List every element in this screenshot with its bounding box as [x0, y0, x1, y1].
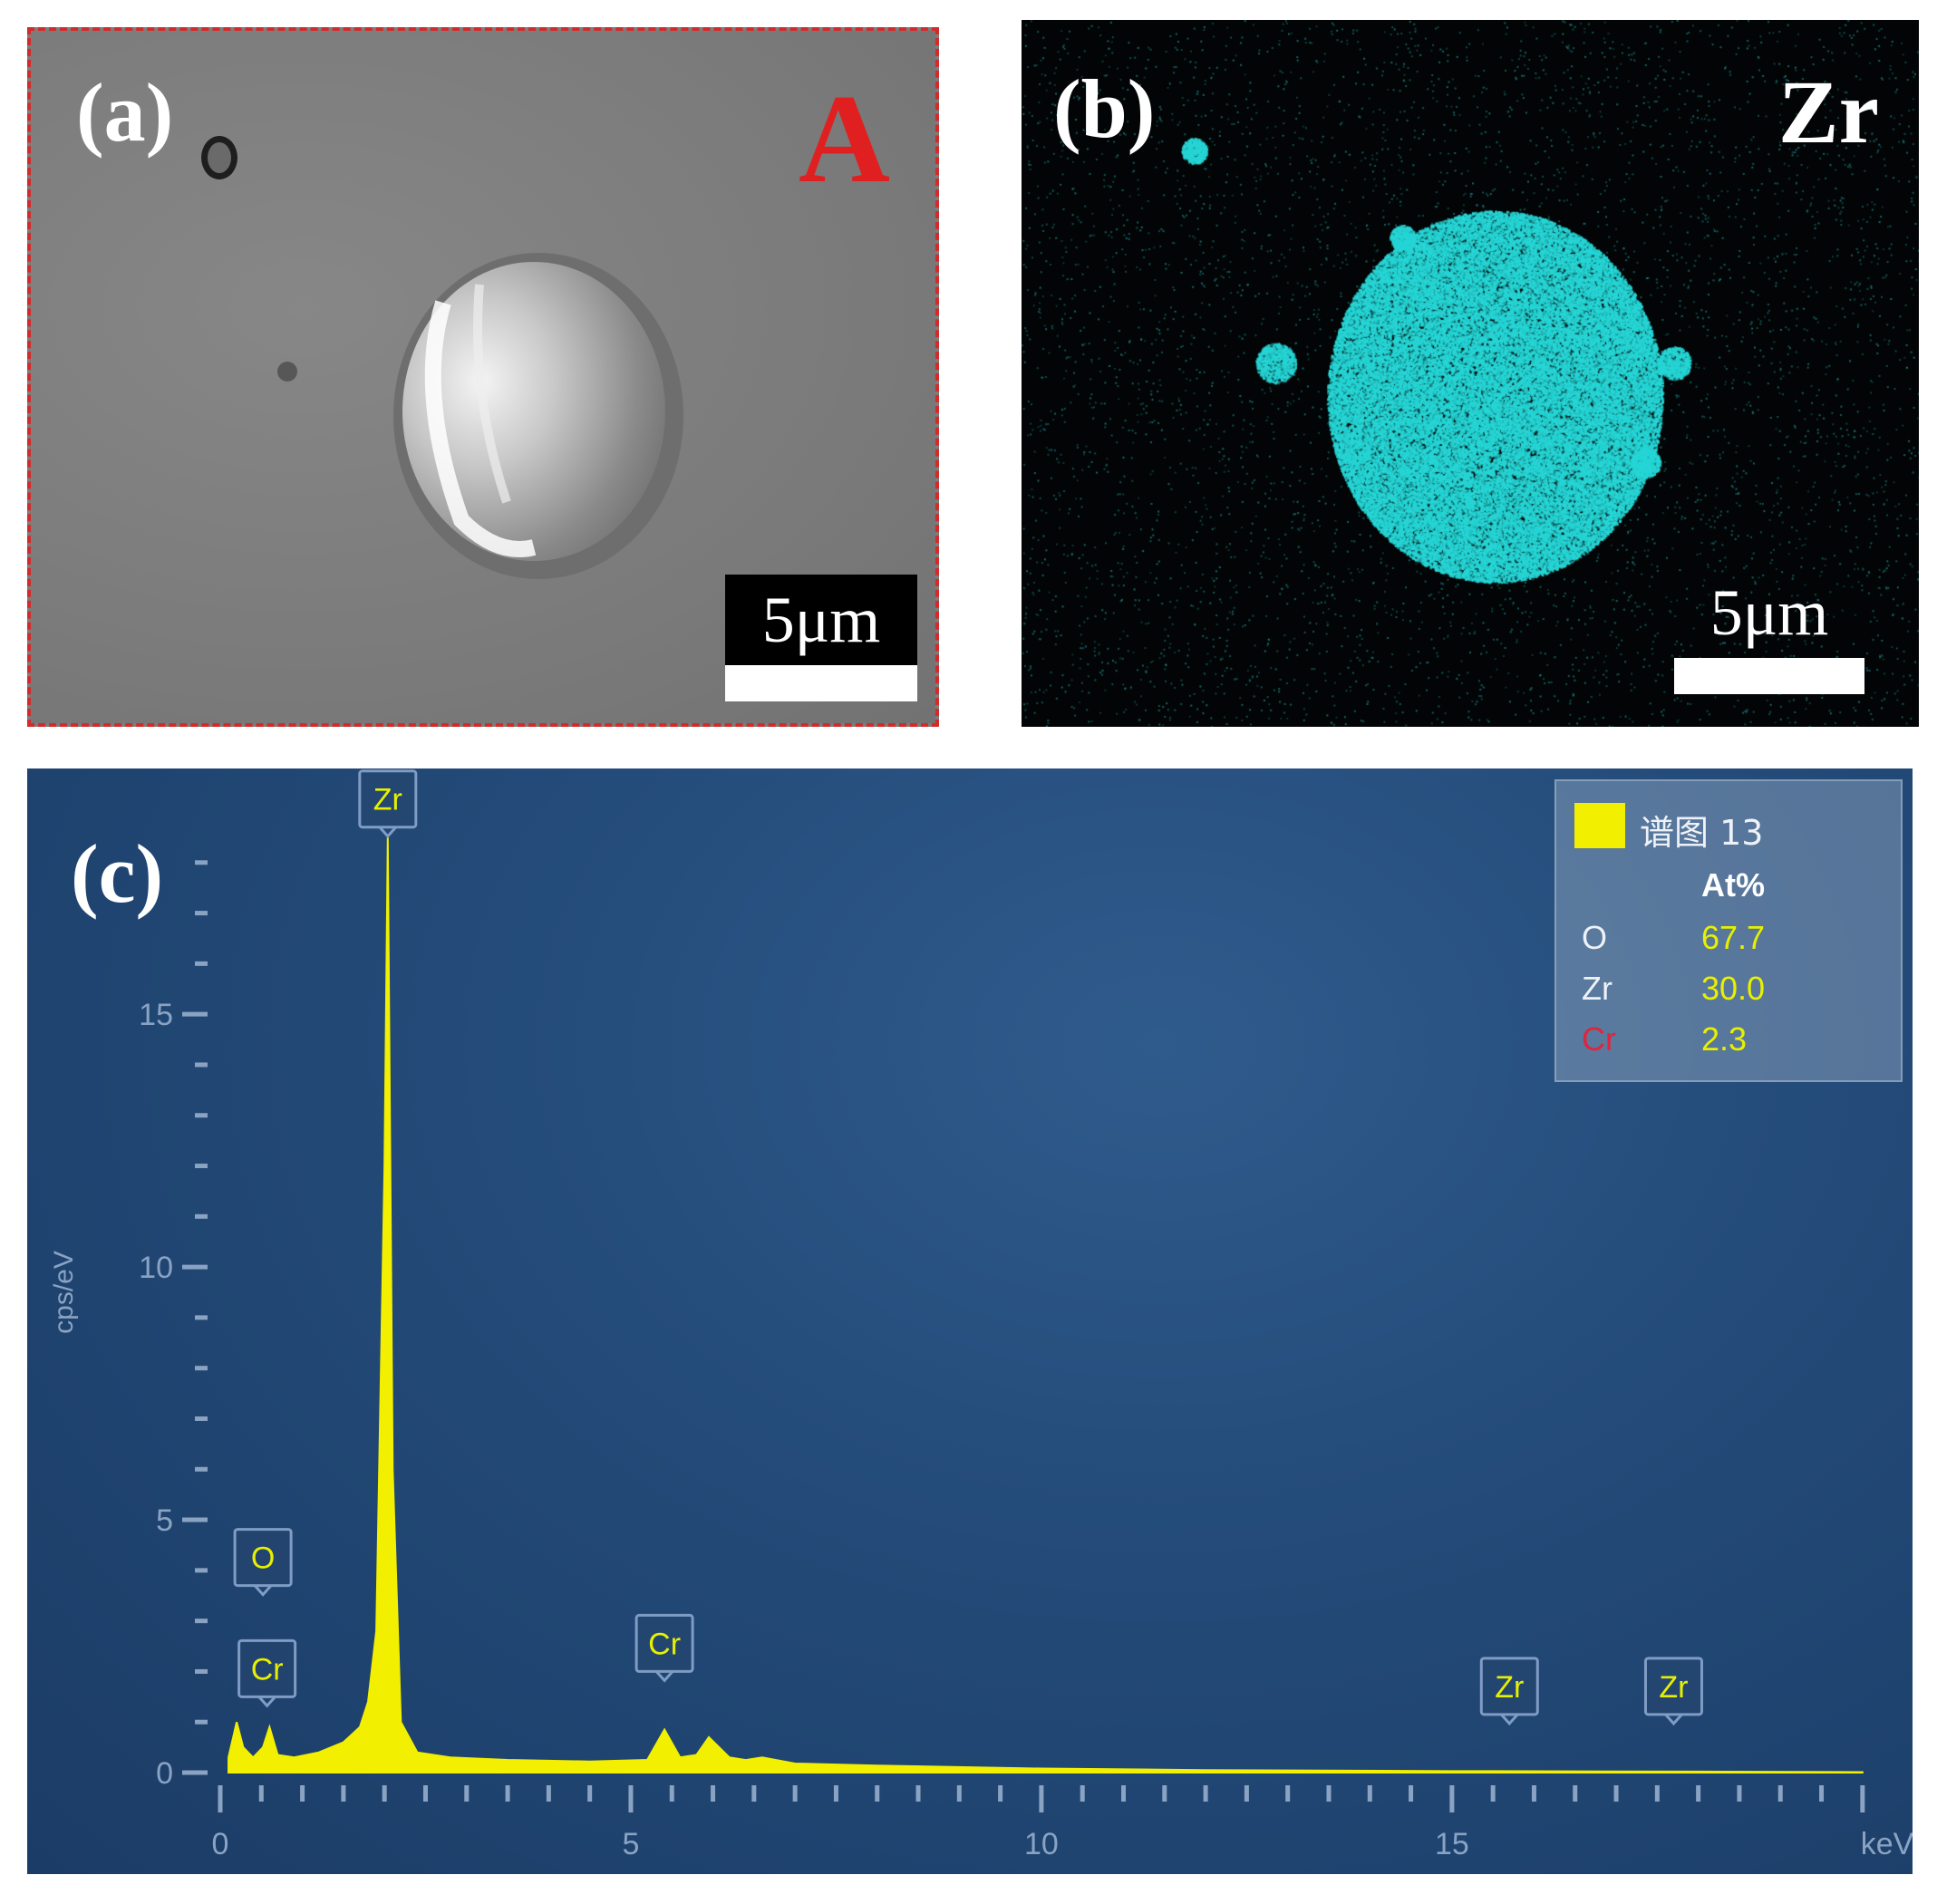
peak-label-box: [634, 1613, 694, 1673]
spectrum-chart: 0 5 10 15 cps/eV 0 5 10 15 keV Zr O Cr Cr Zr Zr: [49, 769, 1913, 1861]
peak-label-box: [1643, 1657, 1703, 1716]
zr-element-map: [1022, 20, 1919, 727]
y-tick-label: 10: [139, 1251, 173, 1285]
panel-letter-a: (a): [76, 66, 174, 159]
legend-series-name: 谱图 13: [1640, 813, 1764, 853]
peak-label: Zr: [1659, 1670, 1688, 1705]
x-tick-label: 10: [1024, 1827, 1059, 1861]
legend-header: At%: [1701, 866, 1765, 904]
scalebar: 5μm: [1674, 576, 1864, 694]
legend-value: 2.3: [1701, 1020, 1748, 1058]
peak-label-box: [237, 1638, 297, 1698]
legend-element: Zr: [1582, 970, 1613, 1007]
legend-swatch: [1574, 803, 1625, 848]
legend-value: 30.0: [1701, 970, 1766, 1007]
peak-label-box: [1479, 1657, 1539, 1716]
x-tick-label: 0: [212, 1827, 229, 1861]
y-axis-title: cps/eV: [49, 1251, 79, 1334]
scalebar-bar: [725, 665, 917, 701]
spectrum-area: [228, 836, 1864, 1774]
peak-label: Zr: [1495, 1670, 1524, 1705]
legend-element: Cr: [1582, 1020, 1616, 1058]
zr-map-panel: (b) Zr 5μm: [1022, 20, 1919, 727]
peak-label-pointer: [253, 1584, 273, 1597]
peak-label-box: [358, 769, 418, 829]
peak-label: Cr: [648, 1627, 681, 1661]
peak-label-pointer: [1500, 1713, 1519, 1726]
surface-spot: [277, 362, 297, 382]
eds-spectrum-panel: 0 5 10 15 cps/eV 0 5 10 15 keV Zr O Cr Cr Zr Zr (c) 谱图 …: [27, 768, 1913, 1874]
x-tick-label: 5: [622, 1827, 639, 1861]
peak-label: O: [251, 1542, 275, 1576]
scalebar-label: 5μm: [1709, 576, 1829, 649]
panel-letter-c: (c): [71, 827, 164, 920]
y-tick-label: 15: [139, 998, 173, 1032]
peak-label-pointer: [378, 826, 397, 838]
scalebar: 5μm: [725, 575, 917, 701]
scalebar-label: 5μm: [725, 575, 917, 665]
peak-label: Cr: [251, 1652, 284, 1687]
element-label: Zr: [1777, 62, 1879, 162]
legend-value: 67.7: [1701, 919, 1766, 956]
panel-letter-b: (b): [1053, 63, 1156, 155]
peak-label-pointer: [257, 1696, 276, 1708]
y-tick-label: 5: [156, 1503, 173, 1538]
particle-image: [393, 253, 683, 579]
sem-image-panel: (a) A 5μm: [27, 27, 939, 727]
x-axis-title: keV: [1861, 1827, 1913, 1861]
pore-defect: [201, 136, 237, 179]
scalebar-bar: [1674, 658, 1864, 694]
region-label: A: [798, 69, 890, 209]
legend-element: O: [1582, 919, 1608, 956]
peak-label-box: [233, 1528, 293, 1588]
peak-label-pointer: [1664, 1713, 1683, 1726]
peak-label-pointer: [654, 1670, 674, 1683]
legend: 谱图 13 At% O 67.7 Zr 30.0 Cr 2.3: [1554, 779, 1903, 1082]
peak-label: Zr: [373, 783, 402, 817]
x-tick-label: 15: [1435, 1827, 1469, 1861]
y-tick-label: 0: [156, 1756, 173, 1791]
